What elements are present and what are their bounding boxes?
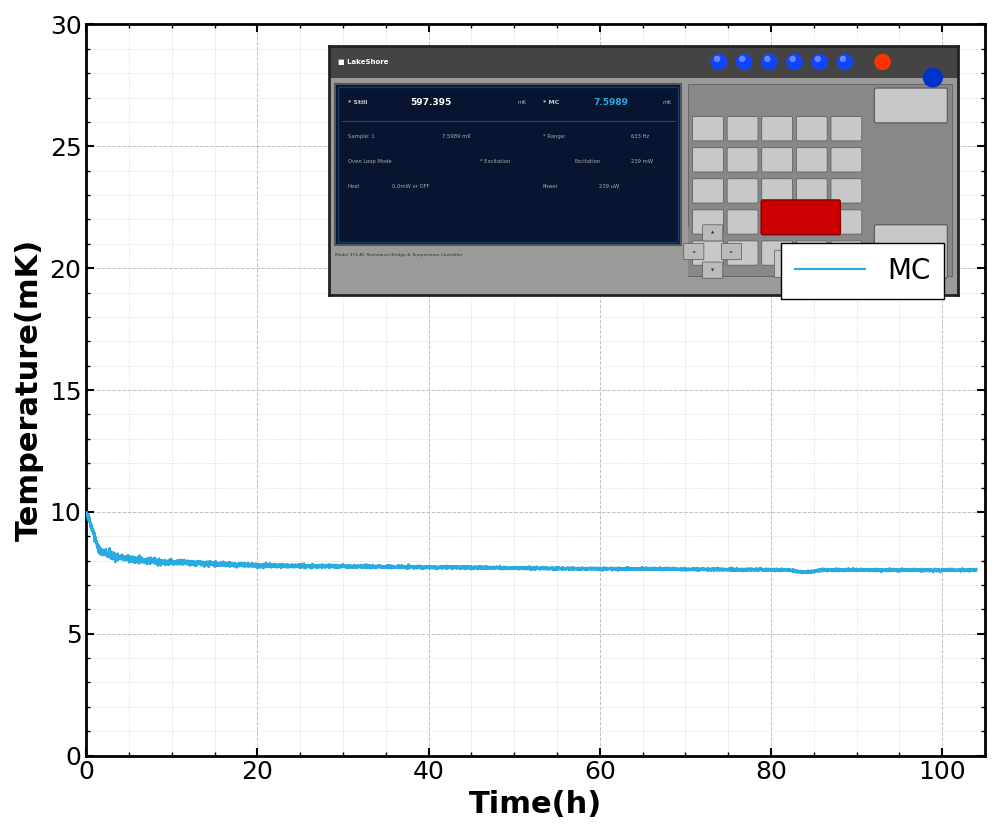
MC bbox=[740, 565, 752, 575]
MC bbox=[607, 564, 619, 574]
MC bbox=[81, 507, 93, 517]
MC bbox=[796, 568, 808, 578]
MC bbox=[788, 567, 800, 577]
X-axis label: Time(h): Time(h) bbox=[469, 790, 602, 819]
MC bbox=[80, 510, 92, 520]
MC bbox=[403, 560, 415, 570]
Line: MC: MC bbox=[86, 512, 976, 573]
MC bbox=[125, 554, 137, 564]
MC bbox=[646, 565, 658, 575]
Legend: MC: MC bbox=[781, 243, 944, 299]
MC bbox=[970, 564, 982, 574]
Y-axis label: Temperature(mK): Temperature(mK) bbox=[15, 239, 44, 541]
